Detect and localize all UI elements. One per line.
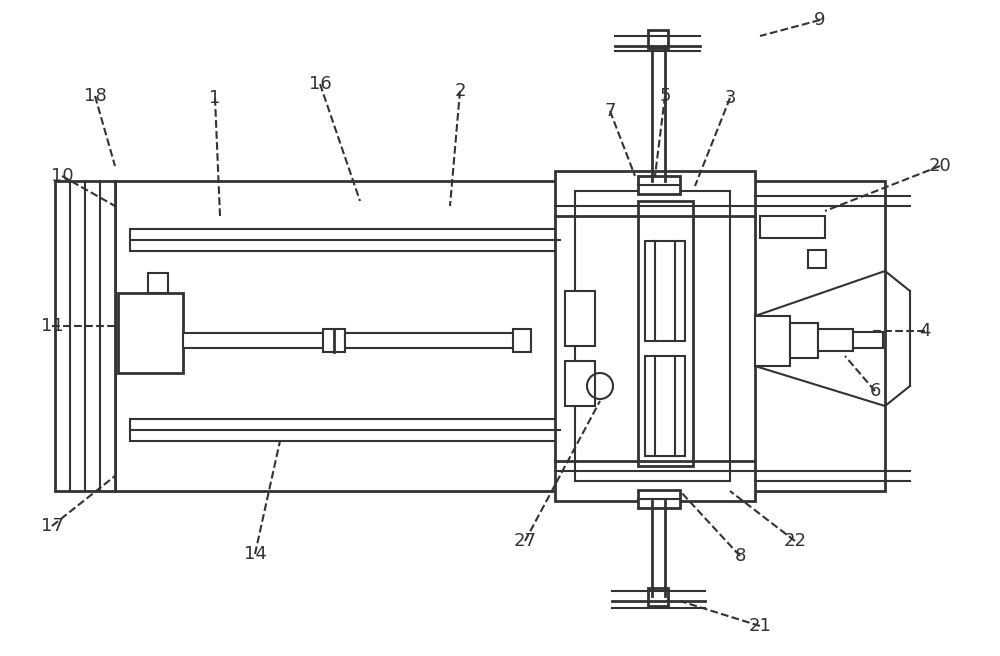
Text: 7: 7 <box>604 102 616 120</box>
Text: 16: 16 <box>309 75 331 93</box>
Text: 20: 20 <box>929 157 951 175</box>
Text: 27: 27 <box>514 532 536 550</box>
Text: 3: 3 <box>724 89 736 107</box>
Text: 21: 21 <box>749 617 771 635</box>
Text: 4: 4 <box>919 322 931 340</box>
Text: 1: 1 <box>209 89 221 107</box>
Text: 18: 18 <box>84 87 106 105</box>
Text: 9: 9 <box>814 11 826 29</box>
Bar <box>645 241 685 341</box>
Bar <box>645 356 685 456</box>
Text: 6: 6 <box>869 382 881 400</box>
Bar <box>638 176 680 194</box>
Bar <box>130 229 560 251</box>
Bar <box>565 291 595 346</box>
Text: 14: 14 <box>244 545 266 563</box>
Bar <box>818 329 853 351</box>
Bar <box>323 329 345 352</box>
Text: 8: 8 <box>734 547 746 565</box>
Text: 22: 22 <box>784 532 806 550</box>
Bar <box>648 30 668 48</box>
Text: 17: 17 <box>41 517 63 535</box>
Bar <box>575 191 730 481</box>
Bar <box>118 293 183 373</box>
Bar <box>513 329 531 352</box>
Bar <box>853 332 883 348</box>
Bar <box>55 181 115 491</box>
Bar <box>555 171 755 501</box>
Bar <box>183 333 323 348</box>
Bar <box>638 490 680 508</box>
Text: 11: 11 <box>41 317 63 335</box>
Bar <box>790 323 818 358</box>
Bar <box>760 216 825 238</box>
Text: 10: 10 <box>51 167 73 185</box>
Bar <box>808 250 826 268</box>
Text: 5: 5 <box>659 87 671 105</box>
Bar <box>345 333 515 348</box>
Bar <box>755 316 790 366</box>
Bar <box>115 181 885 491</box>
Bar <box>648 588 668 606</box>
Bar <box>148 273 168 293</box>
Bar <box>130 419 560 441</box>
Bar <box>638 201 693 466</box>
Text: 2: 2 <box>454 82 466 100</box>
Bar <box>565 361 595 406</box>
